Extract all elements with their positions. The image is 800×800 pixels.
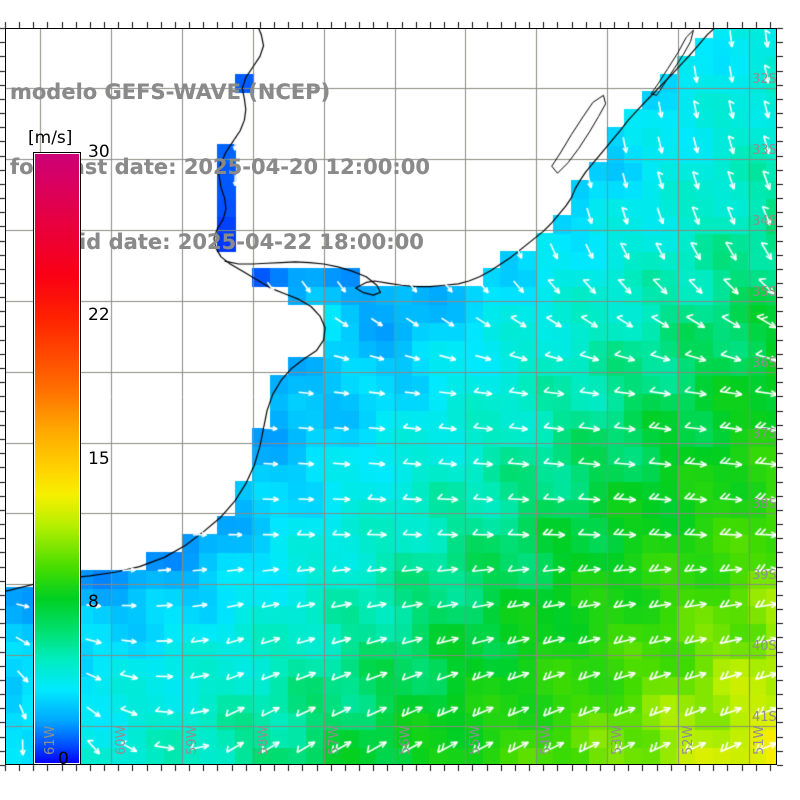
longitude-label-54W: 54W [539,725,555,755]
longitude-label-61W: 61W [43,725,59,755]
longitude-label-59W: 59W [185,725,201,755]
latitude-label-39S: 39S [752,568,777,584]
colorbar-tick-8: 8 [88,591,99,612]
latitude-label-33S: 33S [752,143,777,159]
title-forecast-date-line: forecast date: 2025-04-20 12:00:00 [10,155,430,179]
longitude-label-56W: 56W [397,725,413,755]
title-valid-date-line: valid date: 2025-04-22 18:00:00 [44,230,424,254]
latitude-label-32S: 32S [752,72,777,88]
longitude-label-60W: 60W [114,725,130,755]
latitude-label-37S: 37S [752,426,777,442]
map-title-block: modelo GEFS-WAVE (NCEP) forecast date: 2… [6,30,526,305]
colorbar-tick-30: 30 [88,142,110,162]
colorbar-unit-label: [m/s] [28,128,73,148]
longitude-label-52W: 52W [680,725,696,755]
longitude-label-58W: 58W [255,725,271,755]
latitude-label-40S: 40S [752,639,777,655]
colorbar-gradient [33,152,81,765]
colorbar-tick-0: 0 [58,749,69,769]
longitude-label-53W: 53W [610,725,626,755]
colorbar-outline [33,152,81,765]
longitude-label-57W: 57W [326,725,342,755]
colorbar-tick-15: 15 [88,448,110,469]
longitude-label-55W: 55W [468,725,484,755]
longitude-label-51W: 51W [751,725,767,755]
colorbar-tick-22: 22 [88,305,110,326]
title-model-line: modelo GEFS-WAVE (NCEP) [10,80,331,104]
latitude-label-35S: 35S [752,284,777,300]
latitude-label-36S: 36S [752,355,777,371]
latitude-label-38S: 38S [752,497,777,513]
latitude-label-34S: 34S [752,213,777,229]
latitude-label-41S: 41S [752,710,777,726]
colorbar[interactable] [33,152,81,765]
